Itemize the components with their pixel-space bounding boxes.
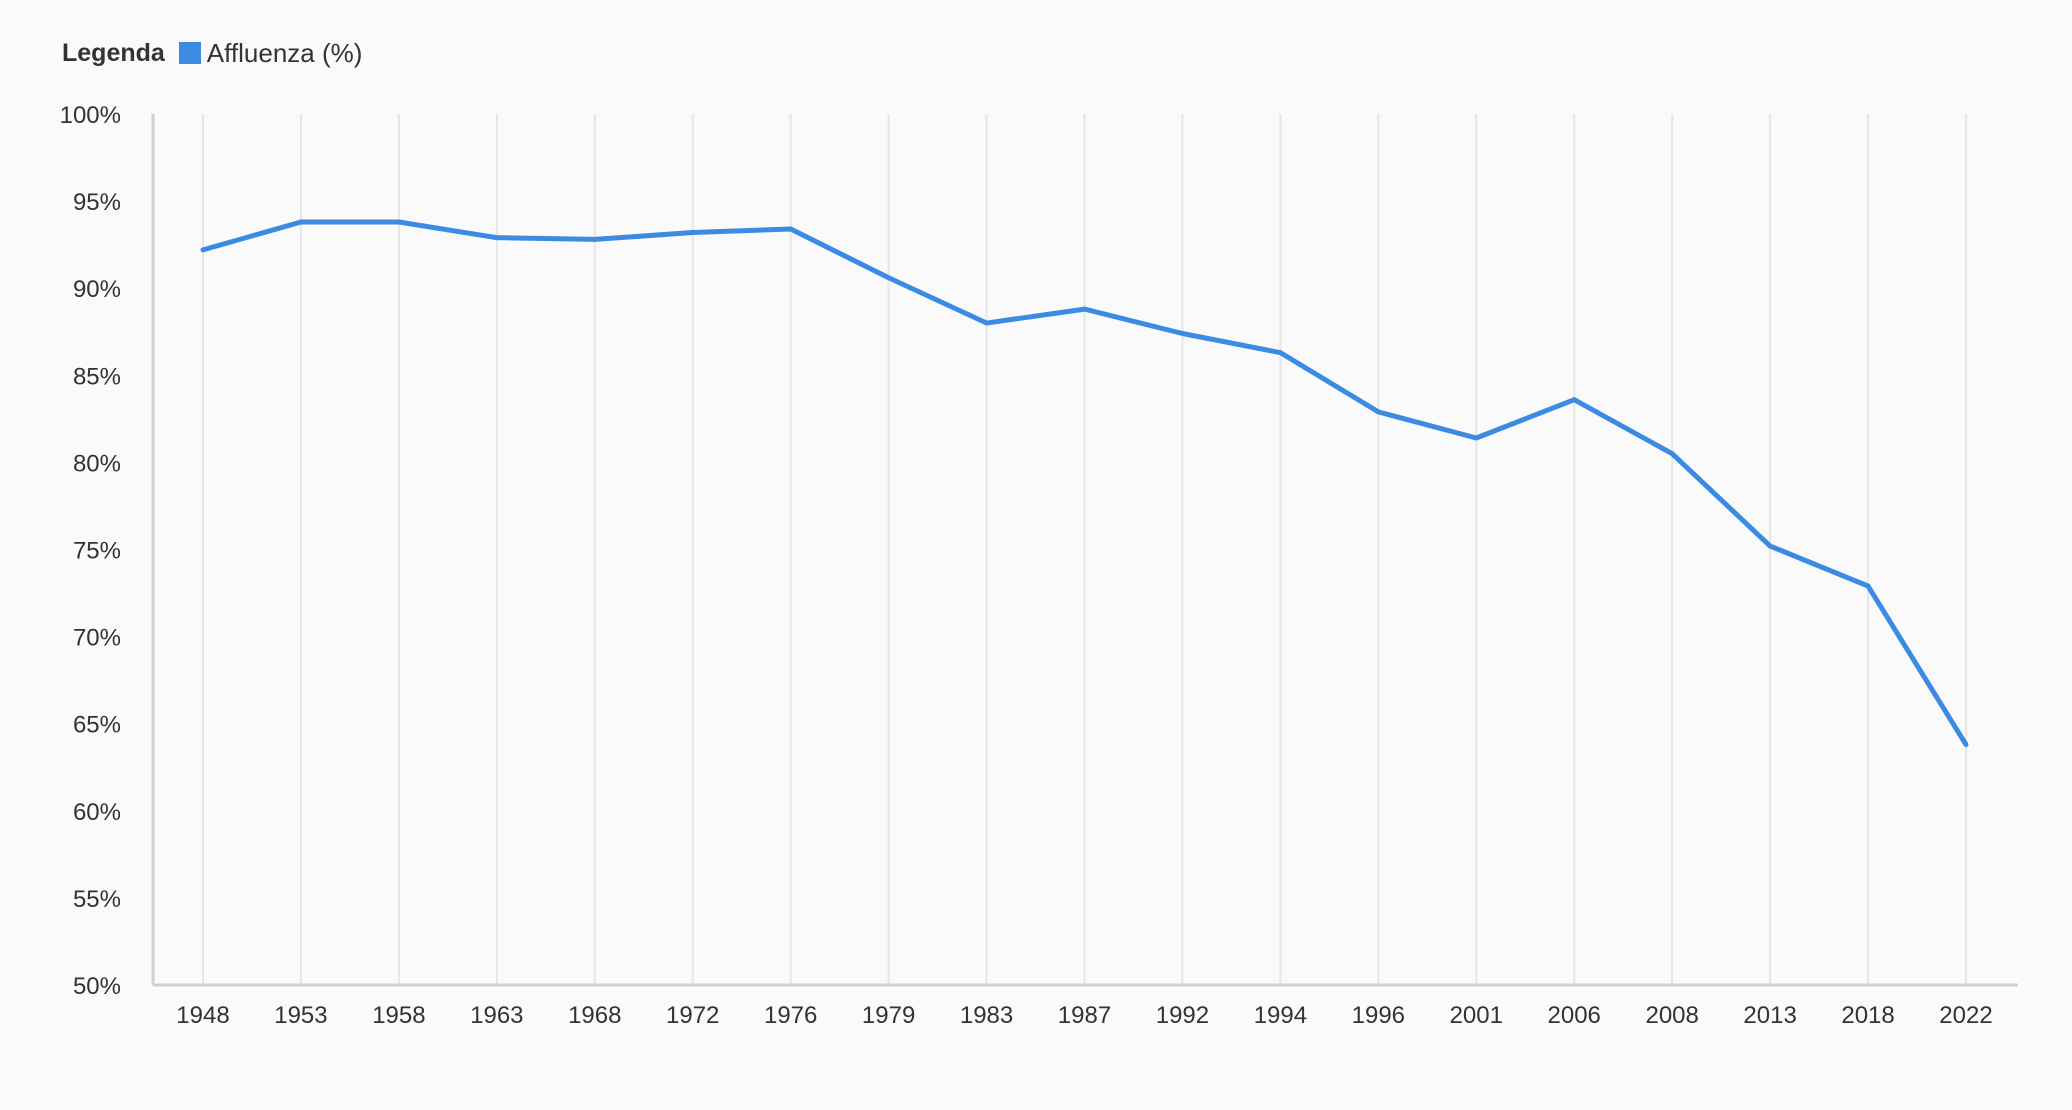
legend: Legenda Affluenza (%) bbox=[62, 36, 362, 70]
data-point bbox=[984, 320, 990, 326]
x-tick-label: 1987 bbox=[1058, 1002, 1111, 1029]
data-point bbox=[1277, 350, 1283, 356]
x-tick-label: 1992 bbox=[1156, 1002, 1209, 1029]
data-point bbox=[494, 235, 500, 241]
x-tick-label: 1983 bbox=[960, 1002, 1013, 1029]
x-tick-label: 1968 bbox=[568, 1002, 621, 1029]
legend-swatch bbox=[178, 42, 201, 64]
data-point bbox=[298, 219, 304, 225]
y-tick-label: 80% bbox=[73, 450, 121, 477]
x-tick-label: 1963 bbox=[470, 1002, 523, 1029]
data-point bbox=[1865, 583, 1871, 589]
x-tick-label: 1953 bbox=[274, 1002, 327, 1029]
data-point bbox=[200, 247, 206, 253]
data-point bbox=[788, 226, 794, 232]
data-point bbox=[1571, 397, 1577, 403]
data-point bbox=[1082, 306, 1087, 312]
x-tick-label: 2013 bbox=[1743, 1002, 1796, 1029]
data-point bbox=[1375, 409, 1381, 415]
y-tick-label: 60% bbox=[73, 799, 121, 826]
x-axis-ticks: 1948 1953 1958 1963 1968 1972 1976 1979 1983 1987… bbox=[176, 1002, 1992, 1029]
y-axis-ticks: 50% 55% 60% 65% 70% 75% 80% 85% 90% 95% 100% bbox=[60, 102, 121, 1000]
series-group bbox=[200, 219, 1969, 748]
y-tick-label: 95% bbox=[73, 189, 121, 216]
data-point bbox=[592, 236, 598, 242]
x-tick-label: 1976 bbox=[764, 1002, 817, 1029]
legend-label: Affluenza (%) bbox=[206, 37, 363, 68]
y-tick-label: 100% bbox=[60, 102, 121, 129]
data-point bbox=[396, 219, 402, 225]
data-point bbox=[1963, 742, 1969, 748]
x-tick-label: 1958 bbox=[372, 1002, 425, 1029]
data-point bbox=[1669, 451, 1675, 457]
data-point bbox=[1767, 543, 1773, 549]
x-tick-label: 2006 bbox=[1548, 1002, 1601, 1029]
y-tick-label: 85% bbox=[73, 363, 121, 390]
y-tick-label: 55% bbox=[73, 886, 121, 913]
x-tick-label: 2018 bbox=[1841, 1002, 1894, 1029]
x-tick-label: 1994 bbox=[1254, 1002, 1307, 1029]
x-tick-label: 2008 bbox=[1645, 1002, 1698, 1029]
data-point bbox=[886, 275, 892, 281]
data-point bbox=[1473, 435, 1479, 441]
grid-lines bbox=[202, 114, 1967, 985]
data-point bbox=[690, 229, 696, 235]
legend-title: Legenda bbox=[62, 38, 165, 67]
x-tick-label: 1996 bbox=[1352, 1002, 1405, 1029]
y-tick-label: 75% bbox=[73, 538, 121, 565]
x-tick-label: 1979 bbox=[862, 1002, 915, 1029]
y-tick-label: 65% bbox=[73, 712, 121, 739]
x-tick-label: 1948 bbox=[176, 1002, 229, 1029]
x-tick-label: 2001 bbox=[1450, 1002, 1503, 1029]
x-tick-label: 2022 bbox=[1939, 1002, 1992, 1029]
data-point bbox=[1179, 330, 1185, 336]
x-tick-label: 1972 bbox=[666, 1002, 719, 1029]
axes bbox=[151, 114, 2018, 987]
y-tick-label: 50% bbox=[73, 973, 121, 1000]
y-tick-label: 90% bbox=[73, 276, 121, 303]
y-tick-label: 70% bbox=[73, 625, 121, 652]
